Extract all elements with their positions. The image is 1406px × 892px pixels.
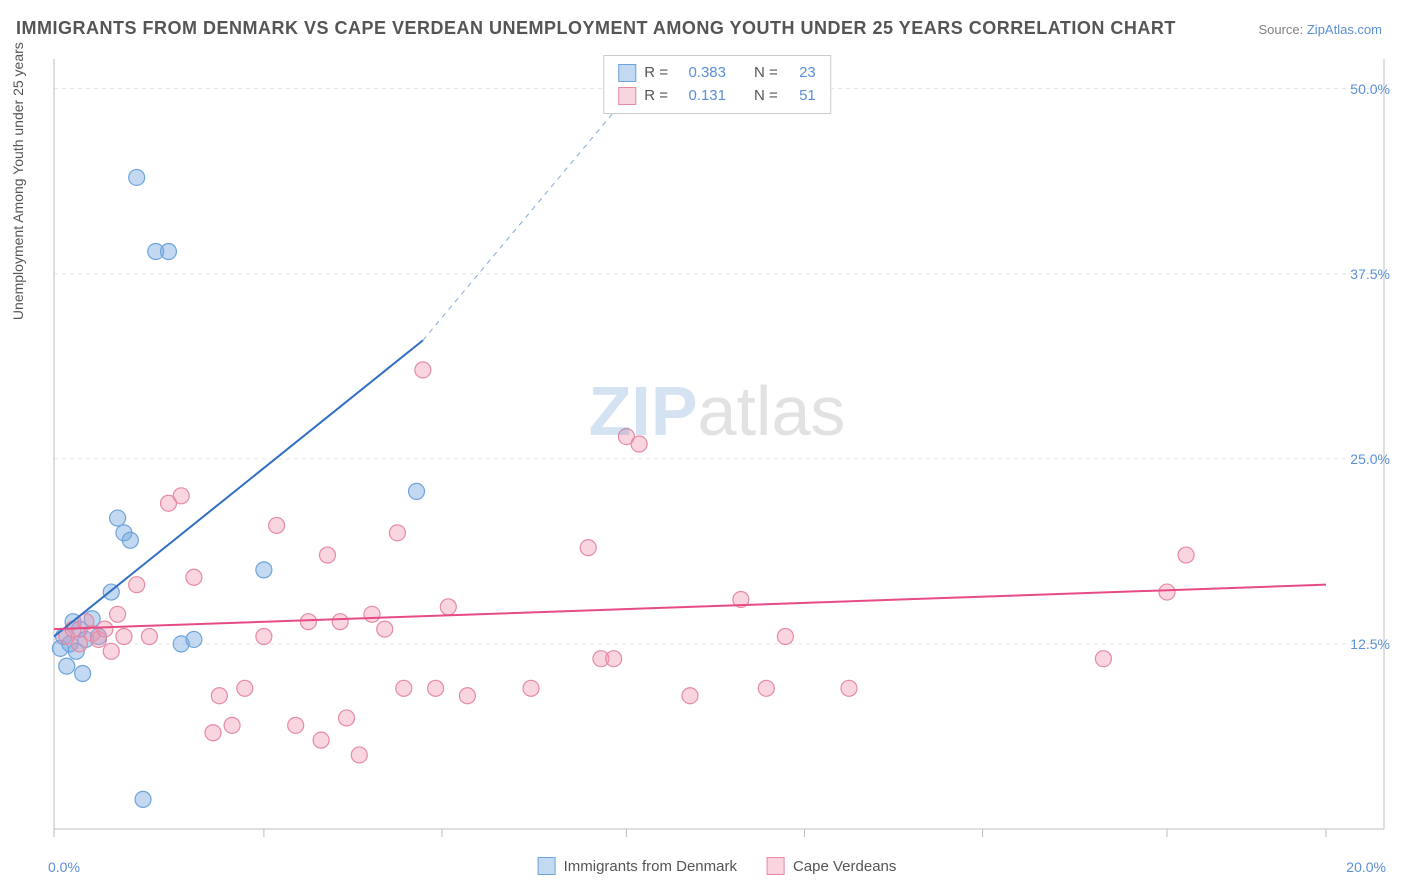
bottom-legend: Immigrants from Denmark Cape Verdeans [538,857,897,875]
stats-legend-box: R = 0.383 N = 23 R = 0.131 N = 51 [603,55,831,114]
y-axis-label: Unemployment Among Youth under 25 years [10,42,26,320]
legend-label: Cape Verdeans [793,858,896,875]
swatch-icon [767,857,785,875]
stat-r-label: R = [644,85,668,108]
scatter-plot [48,55,1386,847]
source-prefix: Source: [1258,22,1306,37]
stat-r-value: 0.383 [676,62,726,85]
y-tick-label: 37.5% [1350,266,1390,282]
y-tick-label: 12.5% [1350,636,1390,652]
stat-r-value: 0.131 [676,85,726,108]
stat-n-label: N = [754,62,778,85]
stat-r-label: R = [644,62,668,85]
chart-area: Unemployment Among Youth under 25 years … [48,55,1386,847]
swatch-icon [618,87,636,105]
x-tick-max: 20.0% [1346,859,1386,875]
legend-item: Immigrants from Denmark [538,857,737,875]
stat-n-value: 51 [786,85,816,108]
x-tick-min: 0.0% [48,859,80,875]
legend-item: Cape Verdeans [767,857,896,875]
stats-row: R = 0.383 N = 23 [618,62,816,85]
swatch-icon [618,64,636,82]
source-attribution: Source: ZipAtlas.com [1258,22,1382,37]
legend-label: Immigrants from Denmark [564,858,737,875]
swatch-icon [538,857,556,875]
stat-n-value: 23 [786,62,816,85]
y-tick-label: 50.0% [1350,81,1390,97]
stat-n-label: N = [754,85,778,108]
y-tick-label: 25.0% [1350,451,1390,467]
stats-row: R = 0.131 N = 51 [618,85,816,108]
chart-title: IMMIGRANTS FROM DENMARK VS CAPE VERDEAN … [16,18,1176,39]
source-link[interactable]: ZipAtlas.com [1307,22,1382,37]
